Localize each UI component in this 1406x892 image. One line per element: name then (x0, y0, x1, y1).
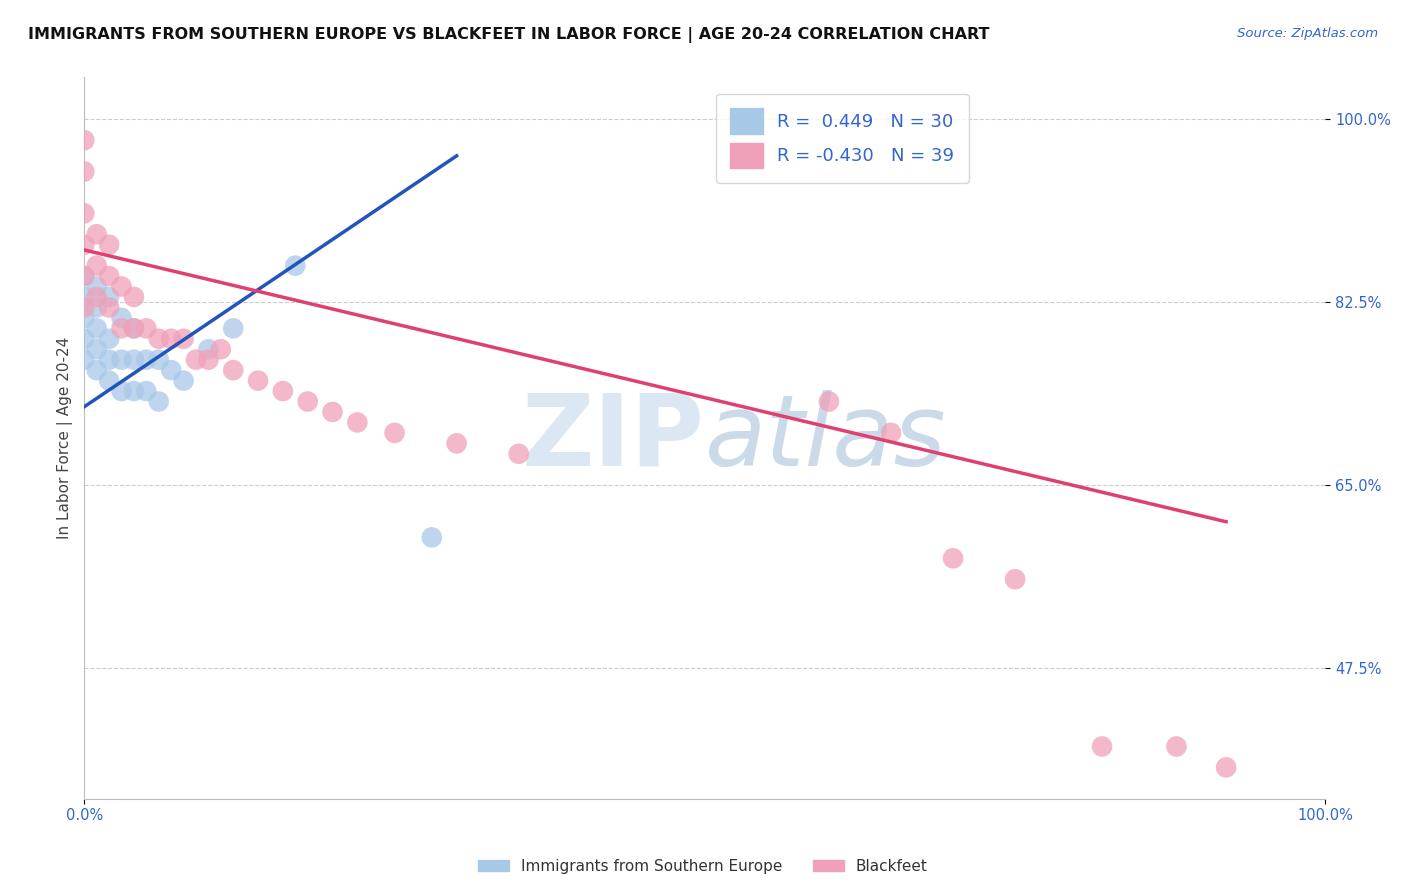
Point (73, 301, 96, 315)
Point (284, 259, 307, 273)
Text: IMMIGRANTS FROM SOUTHERN EUROPE VS BLACKFEET IN LABOR FORCE | AGE 20-24 CORRELAT: IMMIGRANTS FROM SOUTHERN EUROPE VS BLACK… (28, 27, 990, 43)
Text: ZIP: ZIP (522, 390, 704, 487)
Point (73, 290, 96, 304)
Point (271, 384, 294, 398)
Point (110, 321, 132, 335)
Point (135, 384, 157, 398)
Point (122, 352, 145, 367)
Point (86, 343, 108, 357)
Point (1215, 760, 1237, 774)
Point (135, 321, 157, 335)
Point (73, 206, 96, 220)
Point (247, 374, 270, 388)
Point (173, 374, 195, 388)
Point (880, 425, 903, 440)
Point (148, 352, 170, 367)
Point (98, 290, 121, 304)
Point (346, 416, 368, 430)
Point (446, 436, 468, 450)
Point (321, 405, 343, 419)
Point (197, 352, 219, 367)
Point (818, 394, 841, 409)
Point (209, 343, 232, 357)
Point (942, 551, 965, 566)
Point (73, 133, 96, 147)
Point (73, 352, 96, 367)
Point (73, 268, 96, 283)
Point (73, 332, 96, 346)
Point (148, 332, 170, 346)
Point (508, 447, 530, 461)
Point (86, 227, 108, 242)
Point (160, 363, 183, 377)
Point (184, 352, 207, 367)
Legend: R =  0.449   N = 30, R = -0.430   N = 39: R = 0.449 N = 30, R = -0.430 N = 39 (716, 94, 969, 183)
Point (110, 352, 132, 367)
Point (98, 268, 121, 283)
Point (73, 237, 96, 252)
Point (86, 279, 108, 293)
Point (1091, 739, 1114, 754)
Point (98, 237, 121, 252)
Point (98, 301, 121, 315)
Point (122, 321, 145, 335)
Point (73, 164, 96, 178)
Point (98, 352, 121, 367)
Point (122, 290, 145, 304)
Y-axis label: In Labor Force | Age 20-24: In Labor Force | Age 20-24 (58, 337, 73, 540)
Point (122, 321, 145, 335)
Point (160, 332, 183, 346)
Point (148, 394, 170, 409)
Text: Source: ZipAtlas.com: Source: ZipAtlas.com (1237, 27, 1378, 40)
Point (1166, 739, 1188, 754)
Point (86, 301, 108, 315)
Legend: Immigrants from Southern Europe, Blackfeet: Immigrants from Southern Europe, Blackfe… (472, 853, 934, 880)
Point (222, 321, 245, 335)
Point (73, 268, 96, 283)
Point (86, 259, 108, 273)
Point (420, 530, 443, 544)
Point (98, 374, 121, 388)
Text: atlas: atlas (704, 390, 946, 487)
Point (384, 425, 406, 440)
Point (173, 332, 195, 346)
Point (122, 384, 145, 398)
Point (222, 363, 245, 377)
Point (73, 310, 96, 325)
Point (110, 310, 132, 325)
Point (135, 352, 157, 367)
Point (86, 290, 108, 304)
Point (86, 321, 108, 335)
Point (110, 279, 132, 293)
Point (197, 343, 219, 357)
Point (110, 384, 132, 398)
Point (1004, 572, 1026, 586)
Point (98, 332, 121, 346)
Point (297, 394, 319, 409)
Point (86, 363, 108, 377)
